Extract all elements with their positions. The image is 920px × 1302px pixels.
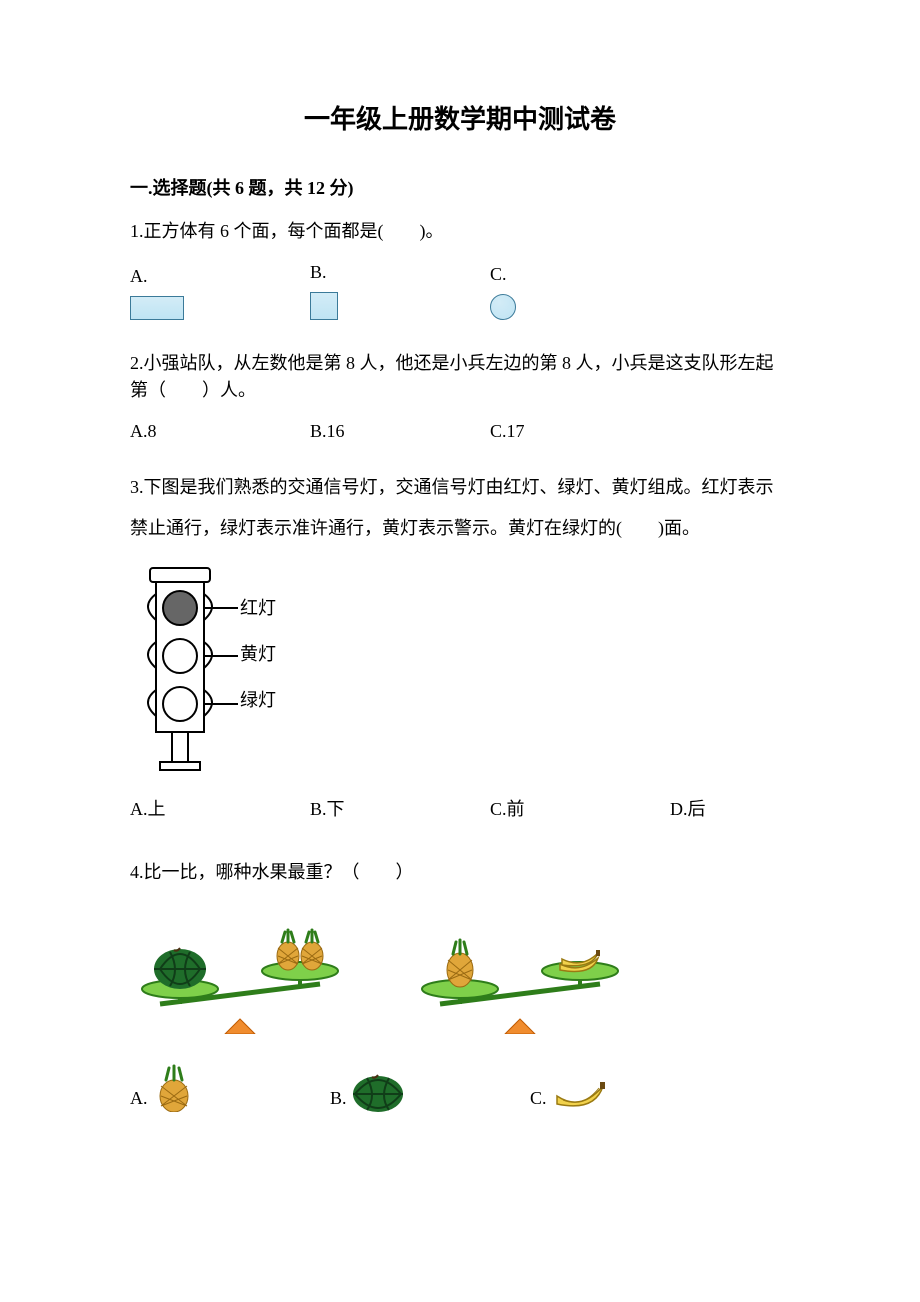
question-2: 2.小强站队，从左数他是第 8 人，他还是小兵左边的第 8 人，小兵是这支队形左… xyxy=(130,350,790,445)
q4-optB-label: B. xyxy=(330,1085,347,1112)
banana-icon xyxy=(551,1078,607,1112)
label-red: 红灯 xyxy=(240,595,276,622)
q3-optD: D.后 xyxy=(670,796,706,823)
q1-optB-label: B. xyxy=(310,259,327,286)
q1-stem: 1.正方体有 6 个面，每个面都是( )。 xyxy=(130,218,790,245)
traffic-light-figure: 红灯 黄灯 绿灯 xyxy=(130,564,790,774)
q3-optA: A.上 xyxy=(130,796,166,823)
q4-options: A. B. C. xyxy=(130,1064,790,1112)
label-yellow: 黄灯 xyxy=(240,641,276,668)
pineapple-icon xyxy=(447,940,473,987)
question-3: 3.下图是我们熟悉的交通信号灯，交通信号灯由红灯、绿灯、黄灯组成。红灯表示禁止通… xyxy=(130,467,790,823)
traffic-light-icon xyxy=(130,564,240,774)
balance-scale-2 xyxy=(410,904,630,1034)
question-4: 4.比一比，哪种水果最重？（ ） xyxy=(130,859,790,1112)
section-heading: 一.选择题(共 6 题，共 12 分) xyxy=(130,175,790,202)
pineapple-icon xyxy=(277,930,299,970)
square-icon xyxy=(310,292,338,320)
pineapple-icon xyxy=(301,930,323,970)
label-green: 绿灯 xyxy=(240,687,276,714)
q2-optB: B.16 xyxy=(310,418,345,445)
q1-optC-label: C. xyxy=(490,261,507,288)
q4-optC-label: C. xyxy=(530,1085,547,1112)
q3-stem: 3.下图是我们熟悉的交通信号灯，交通信号灯由红灯、绿灯、黄灯组成。红灯表示禁止通… xyxy=(130,467,790,550)
watermelon-icon xyxy=(154,948,206,989)
page-title: 一年级上册数学期中测试卷 xyxy=(130,100,790,139)
rectangle-icon xyxy=(130,296,184,320)
question-1: 1.正方体有 6 个面，每个面都是( )。 A. B. C. xyxy=(130,218,790,320)
q4-stem: 4.比一比，哪种水果最重？（ ） xyxy=(130,859,790,886)
q2-optC: C.17 xyxy=(490,418,525,445)
balance-scales xyxy=(130,904,790,1034)
watermelon-icon xyxy=(351,1070,405,1112)
q2-optA: A.8 xyxy=(130,418,157,445)
q3-options: A.上 B.下 C.前 D.后 xyxy=(130,796,790,823)
circle-icon xyxy=(490,294,516,320)
q3-optB: B.下 xyxy=(310,796,345,823)
q1-optA-label: A. xyxy=(130,263,148,290)
q2-options: A.8 B.16 C.17 xyxy=(130,418,790,445)
traffic-light-labels: 红灯 黄灯 绿灯 xyxy=(240,564,276,724)
balance-scale-1 xyxy=(130,904,350,1034)
pineapple-icon xyxy=(152,1064,196,1112)
q1-options: A. B. C. xyxy=(130,259,790,320)
q2-stem: 2.小强站队，从左数他是第 8 人，他还是小兵左边的第 8 人，小兵是这支队形左… xyxy=(130,350,790,404)
q3-optC: C.前 xyxy=(490,796,525,823)
worksheet-page: 一年级上册数学期中测试卷 一.选择题(共 6 题，共 12 分) 1.正方体有 … xyxy=(0,0,920,1302)
q4-optA-label: A. xyxy=(130,1085,148,1112)
